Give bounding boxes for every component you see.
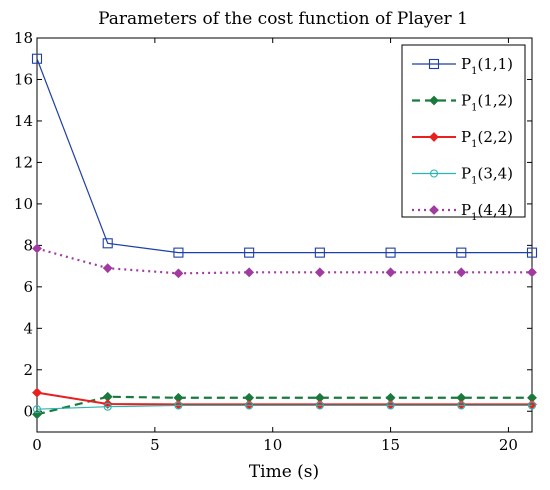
legend-marker xyxy=(429,169,439,178)
data-point xyxy=(174,401,183,410)
series-line xyxy=(36,404,532,410)
x-tick-label: 15 xyxy=(381,436,400,454)
data-point xyxy=(457,401,466,410)
x-tick-label: 5 xyxy=(150,436,160,454)
data-point xyxy=(456,267,467,278)
series-line xyxy=(36,395,532,416)
data-point xyxy=(173,247,184,258)
data-point xyxy=(456,247,467,258)
legend-label: P1(1,2) xyxy=(461,92,513,114)
series-line xyxy=(36,58,532,254)
data-point xyxy=(32,405,42,414)
legend-entry: P1(2,2) xyxy=(412,128,513,150)
legend-entry: P1(4,4) xyxy=(412,201,513,223)
series-1 xyxy=(31,53,538,258)
legend-label: P1(4,4) xyxy=(461,201,513,223)
data-point xyxy=(527,401,537,410)
legend-marker xyxy=(429,205,439,215)
data-point xyxy=(526,247,538,258)
legend-label: P1(1,1) xyxy=(461,55,513,77)
data-point xyxy=(386,401,395,410)
y-tick-label: 0 xyxy=(23,402,33,420)
data-point xyxy=(32,387,42,398)
y-tick-label: 8 xyxy=(23,236,33,254)
legend-entry: P1(1,1) xyxy=(412,55,513,77)
y-tick-label: 4 xyxy=(23,319,33,337)
data-point xyxy=(32,243,42,254)
y-tick-label: 18 xyxy=(14,29,33,47)
x-tick-label: 20 xyxy=(499,436,518,454)
x-tick-label: 10 xyxy=(263,436,282,454)
series-line xyxy=(36,247,532,275)
data-point xyxy=(385,247,396,258)
data-point xyxy=(244,247,255,258)
chart-title: Parameters of the cost function of Playe… xyxy=(98,9,468,29)
legend-marker xyxy=(428,58,440,70)
legend-box xyxy=(401,44,526,218)
y-tick-label: 10 xyxy=(14,195,33,213)
series-2 xyxy=(32,391,537,420)
y-tick-label: 14 xyxy=(14,112,33,130)
y-tick-label: 16 xyxy=(14,70,33,88)
axis-ticks: 0 5 10 15 20 0 2 4 6 8 10 12 14 16 18 xyxy=(14,29,532,454)
x-tick-label: 0 xyxy=(32,436,42,454)
legend-entry: P1(1,2) xyxy=(412,92,513,114)
data-point xyxy=(173,268,184,279)
data-point xyxy=(103,402,112,411)
legend: P1(1,1) P1(1,2) P1(2,2) P1(3,4) P1(4,4) xyxy=(401,44,526,223)
x-axis-label: Time (s) xyxy=(249,462,319,482)
data-point xyxy=(245,401,254,410)
y-tick-label: 2 xyxy=(23,361,33,379)
legend-label: P1(3,4) xyxy=(461,165,513,187)
data-point xyxy=(31,53,43,64)
series-4 xyxy=(32,401,537,414)
data-point xyxy=(314,267,325,278)
y-tick-label: 12 xyxy=(14,153,33,171)
legend-entry: P1(3,4) xyxy=(412,165,513,187)
legend-marker xyxy=(429,95,439,106)
data-point xyxy=(315,401,324,410)
data-point xyxy=(385,267,396,278)
series-line xyxy=(36,391,532,406)
data-point xyxy=(102,263,113,274)
series-layer xyxy=(31,53,538,420)
legend-marker xyxy=(429,132,439,142)
data-point xyxy=(527,267,537,278)
series-5 xyxy=(32,243,537,279)
legend-label: P1(2,2) xyxy=(461,128,513,150)
data-point xyxy=(314,247,325,258)
data-point xyxy=(102,238,113,249)
y-tick-label: 6 xyxy=(23,278,33,296)
data-point xyxy=(244,267,255,278)
